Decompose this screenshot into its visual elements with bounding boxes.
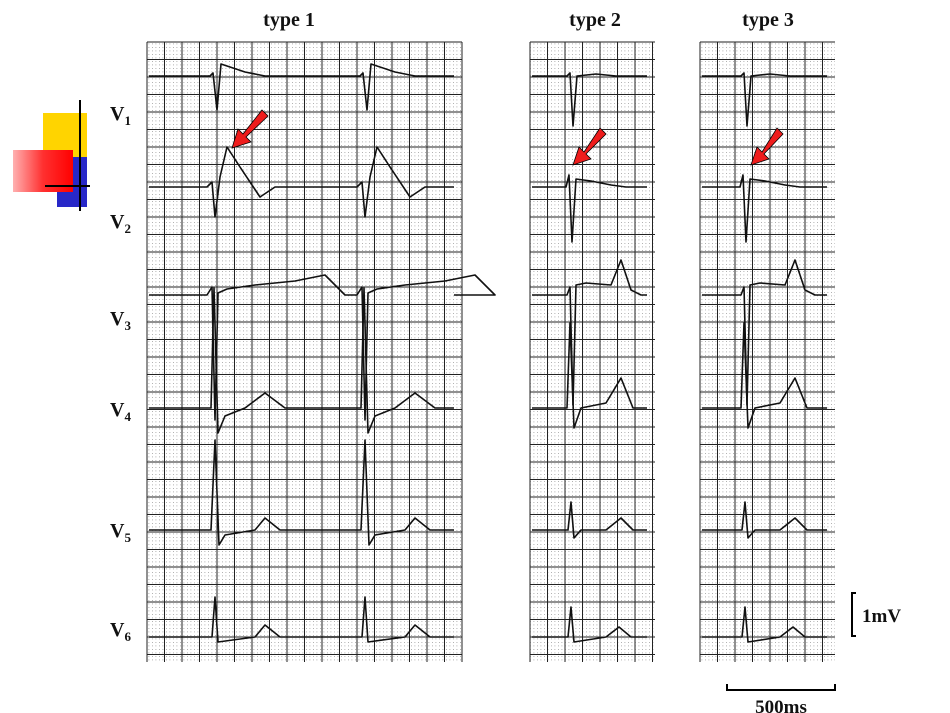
lead-number: 2 [124,221,131,236]
ecg-trace [149,596,454,643]
lead-letter: V [110,619,125,641]
ecg-trace [702,72,827,127]
ecg-grids [146,41,835,662]
lead-number: 5 [124,530,131,545]
minor-grid [530,42,655,662]
ecg-trace [532,259,647,406]
lead-label: V1 [110,103,131,128]
panel-title: type 2 [569,9,621,31]
lead-label: V5 [110,520,131,545]
lead-letter: V [110,399,125,421]
ecg-trace [702,259,827,406]
ecg-trace [532,322,647,429]
minor-grid [700,42,835,662]
panel-title: type 1 [263,9,315,31]
lead-number: 4 [124,409,131,424]
lead-label: V2 [110,211,131,236]
panel-title: type 3 [742,9,794,31]
ecg-trace [532,72,647,127]
lead-letter: V [110,308,125,330]
voltage-scale: 1mV [862,606,901,627]
lead-number: 3 [124,318,131,333]
ecg-traces [149,63,827,643]
ecg-trace [702,606,827,643]
ecg-trace [702,174,827,243]
ecg-trace [149,63,454,111]
ecg-trace [532,606,647,643]
lead-letter: V [110,103,125,125]
ecg-trace [532,174,647,243]
lead-label: V3 [110,308,131,333]
lead-number: 1 [124,113,131,128]
ecg-trace [532,501,647,539]
ecg-trace [149,274,496,421]
ecg-trace [702,501,827,539]
ecg-trace [149,287,454,434]
lead-number: 6 [124,629,131,644]
scale-bars: 1mV 500ms [726,592,901,713]
lead-label: V6 [110,619,131,644]
time-scale: 500ms [755,697,807,713]
ecg-trace [702,322,827,429]
arrows [231,109,784,166]
ecg-trace [149,146,454,218]
decoration [13,100,90,211]
ecg-trace [149,439,454,546]
lead-letter: V [110,520,125,542]
lead-letter: V [110,211,125,233]
lead-label: V4 [110,399,131,424]
